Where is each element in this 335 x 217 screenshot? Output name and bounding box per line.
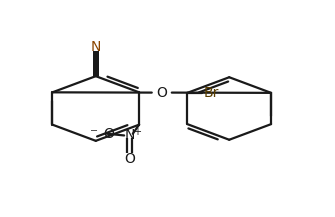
Text: N: N [124, 128, 135, 142]
Text: N: N [90, 40, 101, 54]
Text: +: + [133, 127, 141, 136]
Text: O: O [103, 127, 114, 141]
Text: O: O [124, 152, 135, 166]
Text: O: O [156, 85, 167, 100]
Text: Br: Br [204, 86, 219, 100]
Text: ⁻: ⁻ [90, 126, 98, 141]
